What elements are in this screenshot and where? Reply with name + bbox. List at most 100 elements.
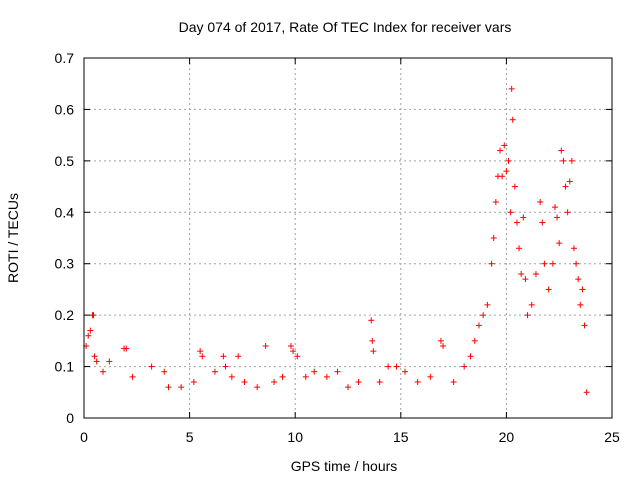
- x-axis-label: GPS time / hours: [291, 458, 398, 474]
- data-point: [427, 373, 434, 380]
- data-point: [558, 147, 565, 154]
- y-tick-label: 0.2: [55, 307, 75, 323]
- data-point: [554, 214, 561, 221]
- data-point: [222, 363, 229, 370]
- data-point: [499, 173, 506, 180]
- data-point: [197, 348, 204, 355]
- data-point: [106, 358, 113, 365]
- data-point: [564, 209, 571, 216]
- x-tick-label: 15: [393, 429, 409, 445]
- data-point: [355, 379, 362, 385]
- data-point: [570, 245, 577, 252]
- data-point: [85, 332, 92, 339]
- data-point: [271, 379, 278, 385]
- data-point: [511, 183, 518, 190]
- data-point: [241, 379, 248, 385]
- data-point: [190, 379, 197, 385]
- data-point: [484, 301, 491, 308]
- data-point: [402, 368, 409, 375]
- data-point: [513, 219, 520, 226]
- data-point: [254, 384, 261, 391]
- data-point: [220, 353, 227, 360]
- data-point: [520, 214, 527, 221]
- data-point: [541, 260, 548, 267]
- data-point: [461, 363, 468, 370]
- data-point: [507, 209, 514, 216]
- data-point: [505, 157, 512, 164]
- data-point: [91, 353, 98, 360]
- data-point: [369, 337, 376, 344]
- data-point: [440, 343, 447, 349]
- data-point: [566, 178, 573, 185]
- y-tick-label: 0: [66, 410, 74, 426]
- data-point: [129, 373, 136, 380]
- data-point: [235, 353, 242, 360]
- data-point: [345, 384, 351, 391]
- data-point: [467, 353, 474, 360]
- data-point: [562, 183, 569, 190]
- data-point: [579, 286, 586, 293]
- data-point: [497, 147, 504, 154]
- y-tick-label: 0.4: [55, 204, 75, 220]
- data-point: [290, 348, 297, 355]
- data-point: [450, 379, 457, 385]
- data-point: [508, 85, 515, 92]
- data-point: [556, 240, 563, 247]
- data-point: [262, 343, 269, 349]
- data-point: [393, 363, 400, 370]
- x-tick-label: 0: [80, 429, 88, 445]
- data-point: [532, 271, 539, 277]
- data-point: [575, 276, 582, 283]
- data-point: [370, 348, 377, 355]
- axis-ticks: 0 5 10 15 20 25 0 0.1 0.2 0.3 0.4 0.5 0.6 0.7: [55, 50, 620, 445]
- x-tick-label: 10: [287, 429, 303, 445]
- data-point: [100, 368, 107, 375]
- data-point: [503, 168, 510, 175]
- data-point: [123, 345, 130, 352]
- data-point: [549, 260, 556, 267]
- y-tick-label: 0.3: [55, 256, 75, 272]
- data-point: [311, 368, 318, 375]
- data-point: [165, 384, 172, 391]
- data-point: [577, 301, 584, 308]
- data-point: [294, 353, 301, 360]
- data-point: [199, 353, 206, 360]
- data-point: [522, 276, 529, 283]
- plot-frame: [83, 57, 613, 419]
- y-axis-label: ROTI / TECUs: [5, 193, 21, 283]
- data-point: [334, 368, 341, 375]
- data-point: [437, 337, 444, 344]
- x-tick-label: 20: [499, 429, 515, 445]
- data-point: [323, 373, 330, 380]
- y-tick-label: 0.5: [55, 153, 75, 169]
- data-point: [93, 358, 100, 365]
- data-point: [385, 363, 392, 370]
- data-point: [583, 389, 590, 396]
- data-point: [539, 219, 546, 226]
- data-point: [87, 327, 94, 334]
- data-point: [471, 337, 478, 344]
- data-point: [90, 312, 97, 319]
- data-point: [537, 199, 544, 205]
- data-point: [148, 363, 155, 370]
- data-point: [488, 260, 495, 267]
- x-tick-label: 5: [186, 429, 194, 445]
- data-point: [581, 322, 588, 329]
- data-point: [551, 204, 558, 211]
- data-point: [490, 235, 497, 241]
- data-point: [509, 116, 516, 123]
- x-tick-label: 25: [604, 429, 620, 445]
- data-point: [568, 157, 575, 164]
- y-tick-label: 0.1: [55, 359, 75, 375]
- data-point: [528, 301, 535, 308]
- y-tick-label: 0.7: [55, 50, 75, 66]
- data-point: [302, 373, 309, 380]
- grid-lines: [84, 58, 612, 418]
- chart-title: Day 074 of 2017, Rate Of TEC Index for r…: [179, 19, 512, 35]
- data-point: [516, 245, 523, 252]
- data-point: [518, 271, 525, 277]
- data-point: [228, 373, 235, 380]
- data-point: [492, 199, 499, 205]
- data-point: [161, 368, 168, 375]
